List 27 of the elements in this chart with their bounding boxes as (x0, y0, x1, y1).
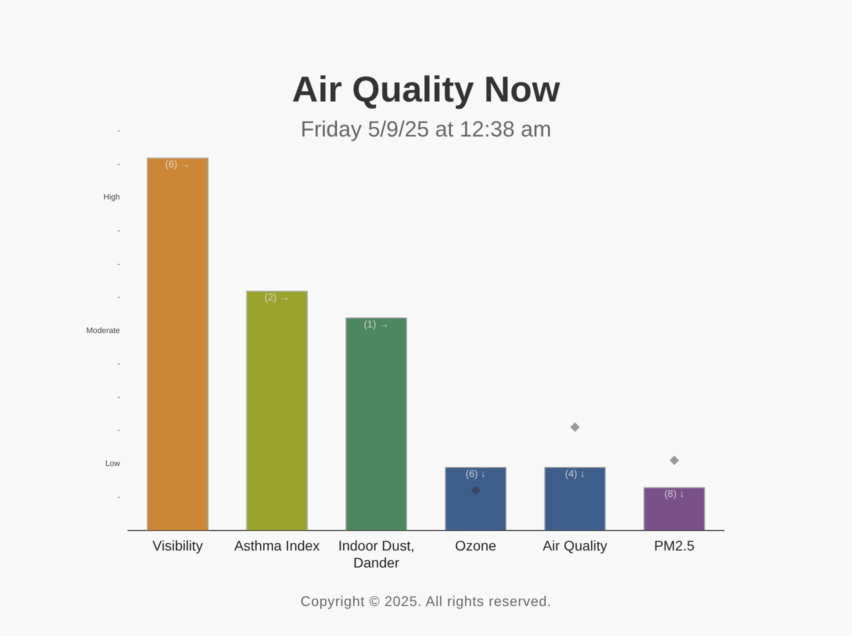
annotation: (6) ↓ (466, 468, 486, 480)
text: - (117, 226, 120, 236)
x-tick-label: Air Quality (542, 538, 608, 554)
text: - (117, 392, 120, 402)
annotation: (4) ↓ (565, 468, 585, 480)
text: Low (105, 459, 120, 468)
annotation: (8) ↓ (664, 488, 684, 500)
text: - (117, 292, 120, 302)
text: Moderate (86, 326, 121, 335)
text: - (117, 492, 120, 502)
text: - (117, 159, 120, 168)
annotation: (1) → (364, 319, 389, 330)
text: - (117, 426, 120, 435)
text: Copyright © 2025. All rights reserved. (299, 593, 553, 609)
text: - (117, 126, 120, 136)
x-tick-label: Indoor Dust, Dander (338, 538, 414, 570)
chart-title: Air Quality Now (292, 68, 562, 110)
annotation: (2) → (264, 292, 290, 304)
text: - (117, 259, 120, 268)
x-tick-label: Asthma Index (234, 538, 320, 554)
chart-subtitle: Friday 5/9/25 at 12:38 am (300, 116, 552, 142)
x-tick-label: PM2.5 (654, 538, 695, 554)
text: - (117, 359, 120, 368)
x-tick-label: Ozone (455, 538, 497, 554)
x-tick-label: Visibility (152, 538, 203, 554)
text: High (104, 192, 120, 202)
annotation: (6) → (165, 159, 190, 170)
